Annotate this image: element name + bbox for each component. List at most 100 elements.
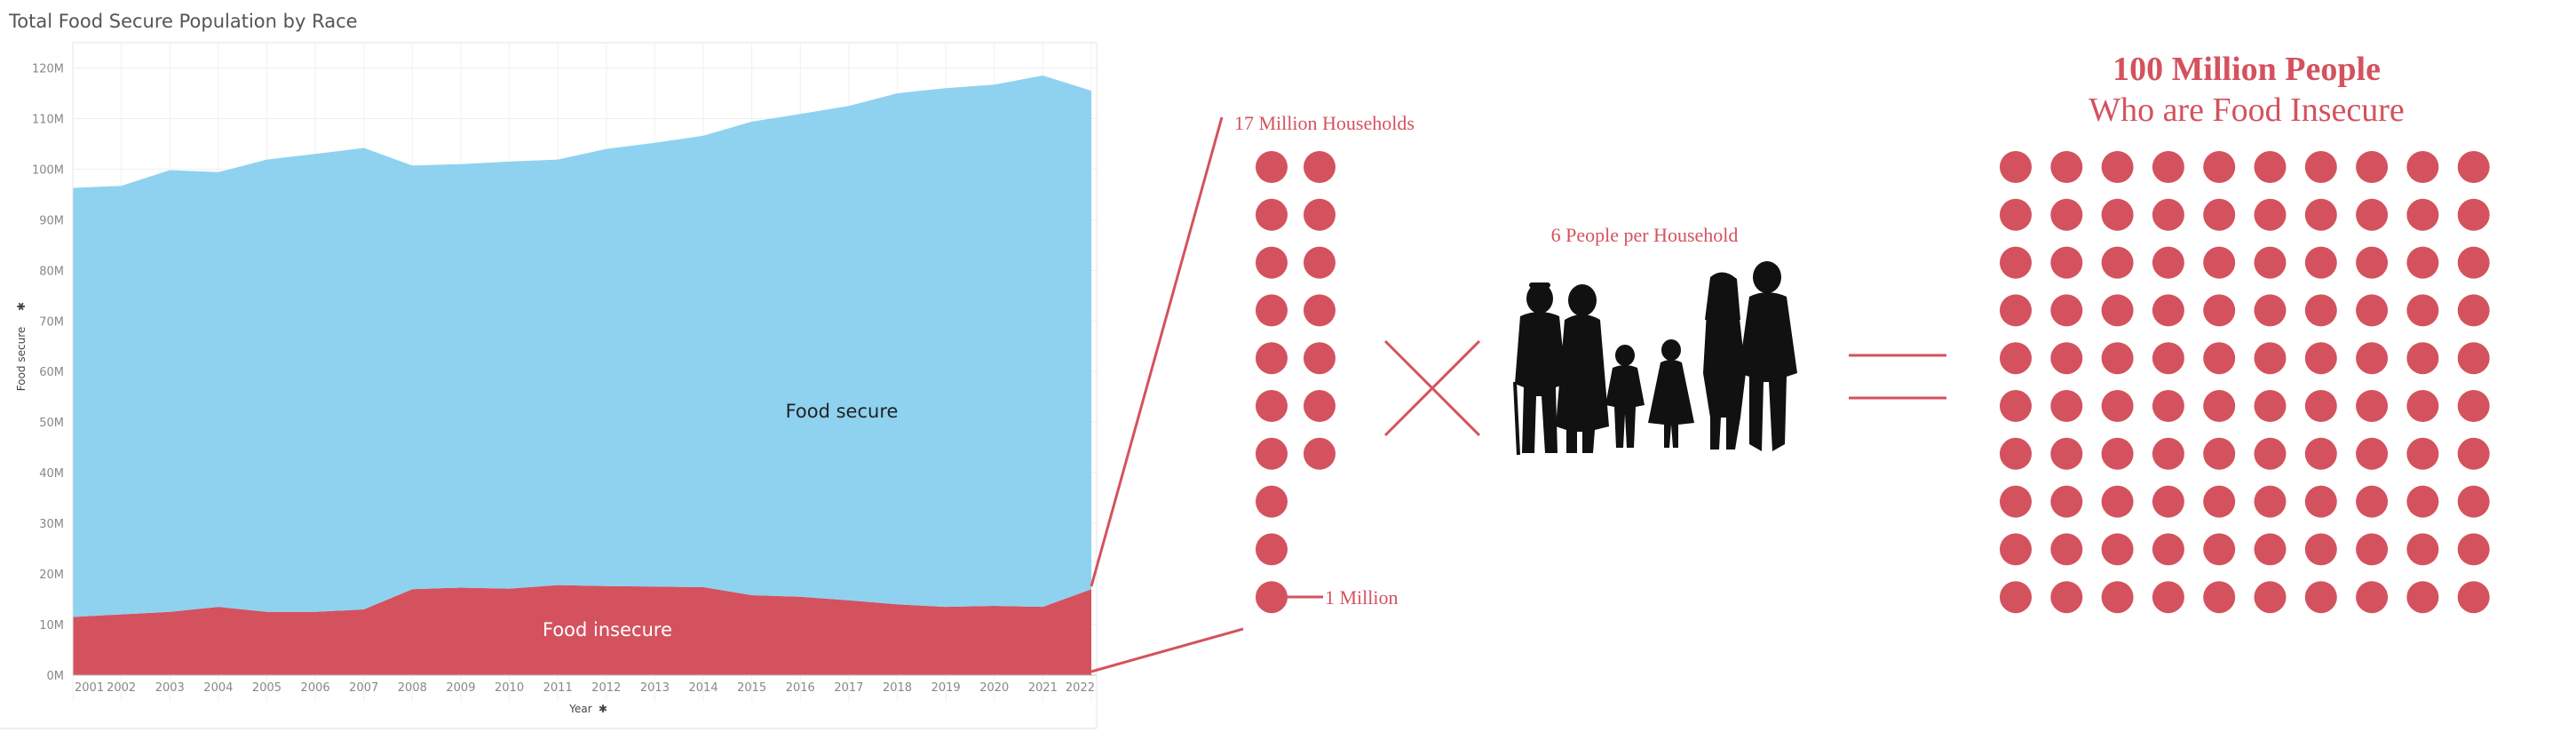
person-dot	[2304, 198, 2337, 231]
person-dot	[2101, 581, 2134, 614]
person-dot	[2203, 246, 2236, 279]
household-dot	[1256, 294, 1288, 327]
person-dot	[2203, 485, 2236, 518]
person-dot	[2000, 198, 2032, 231]
x-tick-label: 2017	[834, 681, 863, 695]
series-label-food-secure: Food secure	[786, 401, 899, 422]
x-tick-label: 2003	[155, 681, 185, 695]
area-series	[73, 76, 1091, 675]
person-dot	[2457, 390, 2490, 422]
y-tick-label: 80M	[39, 265, 64, 278]
household-dot	[1256, 437, 1288, 470]
person-dot	[2152, 294, 2184, 327]
household-dot	[1304, 198, 1336, 231]
y-tick-label: 120M	[32, 62, 64, 76]
million-label: 1 Million	[1325, 586, 1399, 609]
person-dot	[2152, 533, 2184, 566]
person-dot	[2254, 485, 2287, 518]
person-dot	[2254, 246, 2287, 279]
multiply-sign-icon	[1383, 339, 1481, 437]
person-dot	[2406, 390, 2439, 422]
person-dot	[2457, 437, 2490, 470]
person-dot	[2254, 533, 2287, 566]
person-dot	[2356, 198, 2389, 231]
person-dot	[2406, 437, 2439, 470]
person-dot	[2203, 390, 2236, 422]
person-dot	[2356, 294, 2389, 327]
person-dot	[2406, 198, 2439, 231]
person-dot	[2050, 485, 2083, 518]
household-dot	[1304, 246, 1336, 279]
person-dot	[2254, 581, 2287, 614]
person-dot	[2152, 581, 2184, 614]
person-dot	[2101, 342, 2134, 375]
household-dot	[1304, 294, 1336, 327]
infographic: 17 Million Households 1 Million 6 People…	[1234, 51, 2490, 614]
person-dot	[2101, 485, 2134, 518]
x-axis-ticks: 2001 2002 2003 2004 2005 2006 2007 2008 2009 2010…	[75, 681, 1095, 695]
person-dot	[2050, 151, 2083, 183]
person-dot	[2356, 390, 2389, 422]
x-tick-label: 2015	[737, 681, 766, 695]
person-dot	[2050, 533, 2083, 566]
person-dot	[2254, 198, 2287, 231]
person-dot	[2152, 342, 2184, 375]
person-dot	[2304, 581, 2337, 614]
household-dot-grid	[1256, 151, 1336, 614]
person-dot	[2101, 246, 2134, 279]
x-tick-label: 2020	[979, 681, 1009, 695]
series-label-food-insecure: Food insecure	[543, 619, 672, 640]
person-dot	[2050, 437, 2083, 470]
chart-title: Total Food Secure Population by Race	[9, 11, 358, 32]
person-dot	[2356, 151, 2389, 183]
person-dot	[2101, 151, 2134, 183]
person-dot	[2101, 390, 2134, 422]
y-tick-label: 110M	[32, 113, 64, 126]
y-tick-label: 30M	[39, 518, 64, 531]
person-dot	[2203, 294, 2236, 327]
y-tick-label: 0M	[47, 670, 65, 683]
person-dot	[2203, 198, 2236, 231]
area-chart: 0M 10M 20M 30M 40M 50M 60M 70M 80M 90M 100M 110M 120…	[0, 42, 1098, 729]
person-dot	[2254, 342, 2287, 375]
person-dot	[2304, 390, 2337, 422]
person-dot	[2304, 437, 2337, 470]
person-dot	[2406, 581, 2439, 614]
person-dot	[2406, 485, 2439, 518]
person-dot	[2356, 246, 2389, 279]
person-dot	[2152, 151, 2184, 183]
person-dot	[2457, 294, 2490, 327]
person-dot	[2000, 342, 2032, 375]
x-tick-label: 2002	[107, 681, 136, 695]
person-dot	[2254, 437, 2287, 470]
area-food-insecure	[73, 585, 1091, 675]
person-dot	[2304, 533, 2337, 566]
person-dot	[2254, 294, 2287, 327]
person-dot	[2152, 390, 2184, 422]
x-axis-pin-icon: ✱	[598, 703, 607, 715]
y-tick-label: 40M	[39, 467, 64, 481]
y-tick-label: 90M	[39, 214, 64, 227]
y-tick-label: 50M	[39, 417, 64, 430]
person-dot	[2406, 342, 2439, 375]
y-tick-label: 10M	[39, 619, 64, 633]
y-tick-label: 100M	[32, 163, 64, 177]
y-tick-label: 60M	[39, 366, 64, 379]
people-dot-grid	[2000, 151, 2490, 614]
person-dot	[2457, 246, 2490, 279]
person-dot	[2000, 294, 2032, 327]
x-tick-label: 2007	[349, 681, 378, 695]
family-silhouette-icon	[1513, 261, 1797, 456]
person-dot	[2457, 151, 2490, 183]
y-axis-title: Food secure	[15, 327, 28, 391]
person-dot	[2000, 485, 2032, 518]
household-dot	[1304, 390, 1336, 422]
x-tick-label: 2013	[640, 681, 670, 695]
person-dot	[2101, 294, 2134, 327]
household-dot	[1304, 342, 1336, 375]
x-tick-label: 2016	[786, 681, 815, 695]
person-dot	[2152, 198, 2184, 231]
person-dot	[2254, 390, 2287, 422]
x-tick-label: 2005	[252, 681, 281, 695]
households-label: 17 Million Households	[1234, 112, 1415, 134]
